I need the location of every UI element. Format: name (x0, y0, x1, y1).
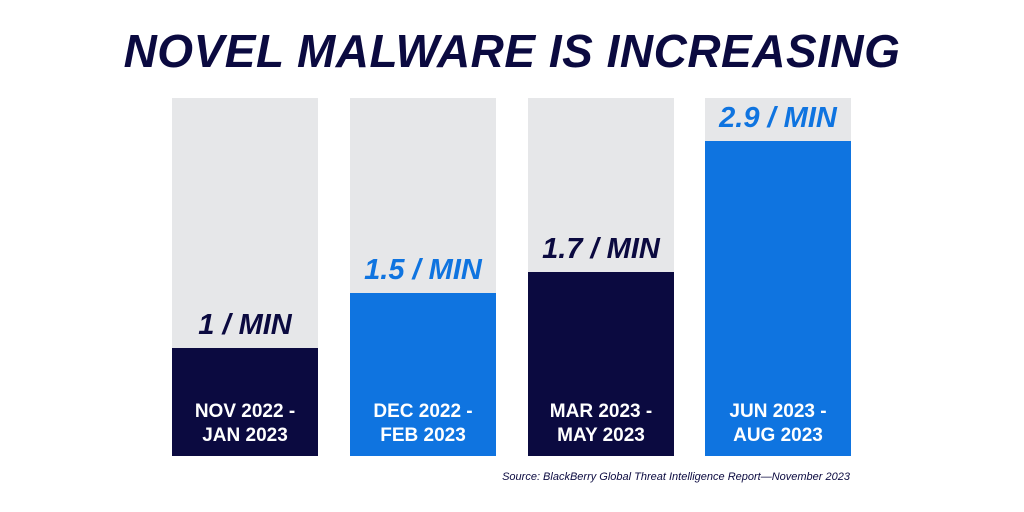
value-label: 2.9 / MIN (719, 102, 837, 134)
category-label-line: JAN 2023 (202, 425, 288, 446)
category-label-line: MAR 2023 - (549, 401, 653, 422)
bar (528, 272, 674, 456)
source-note: Source: BlackBerry Global Threat Intelli… (502, 471, 850, 483)
value-label: 1 / MIN (198, 309, 292, 341)
bar (350, 293, 496, 456)
bar (172, 348, 318, 456)
value-label: 1.7 / MIN (542, 233, 660, 265)
bar-track: 1 / MIN NOV 2022 - JAN 2023 (172, 98, 318, 456)
category-label-line: AUG 2023 (733, 425, 823, 446)
category-label-line: JUN 2023 - (729, 401, 827, 422)
value-label: 1.5 / MIN (364, 254, 482, 286)
bar-track: 1.7 / MIN MAR 2023 - MAY 2023 (528, 98, 674, 456)
category-label: NOV 2022 - JAN 2023 (172, 400, 318, 448)
category-label: DEC 2022 - FEB 2023 (350, 400, 496, 448)
category-label: MAR 2023 - MAY 2023 (528, 400, 674, 448)
bar (705, 141, 851, 456)
bar-track: 2.9 / MIN JUN 2023 - AUG 2023 (705, 98, 851, 456)
category-label-line: MAY 2023 (557, 425, 645, 446)
bar-track: 1.5 / MIN DEC 2022 - FEB 2023 (350, 98, 496, 456)
category-label-line: FEB 2023 (380, 425, 466, 446)
chart-title: NOVEL MALWARE IS INCREASING (123, 25, 901, 77)
category-label: JUN 2023 - AUG 2023 (705, 400, 851, 448)
category-label-line: NOV 2022 - (194, 401, 296, 422)
category-label-line: DEC 2022 - (373, 401, 473, 422)
